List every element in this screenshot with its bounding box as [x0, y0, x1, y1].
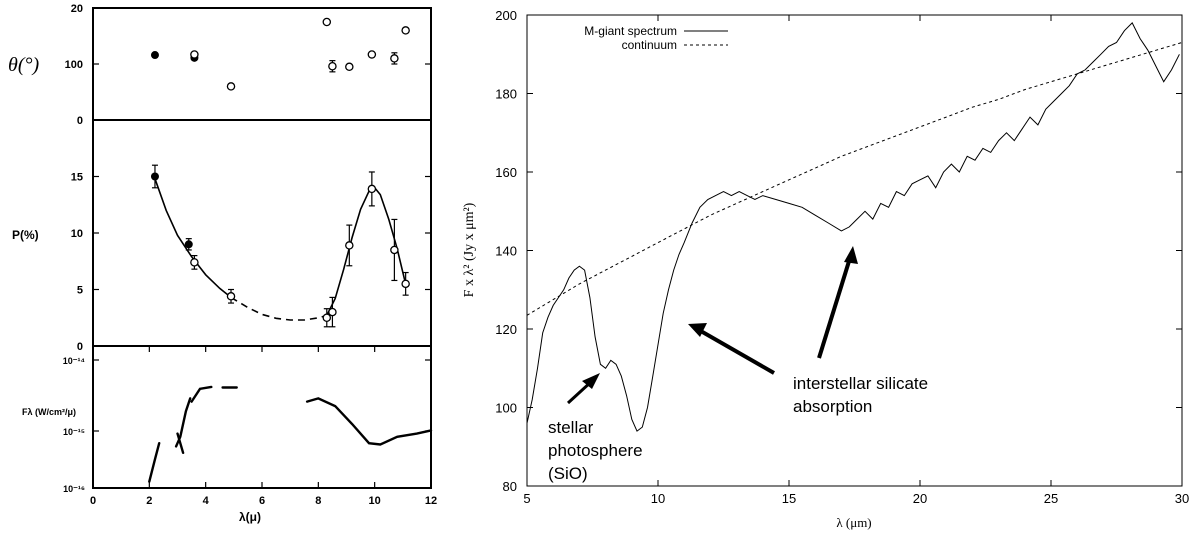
left-xtick-label-4: 8 — [315, 495, 321, 507]
left-xtick-label-6: 12 — [425, 495, 437, 507]
left-x-ticks: 0 2 4 6 8 10 12 — [90, 346, 437, 507]
left-xtick-label-3: 6 — [259, 495, 265, 507]
right-xtick-label-2: 15 — [782, 491, 796, 506]
annotation-silicate-line1: interstellar silicate — [793, 374, 928, 393]
p-open-point-3 — [328, 307, 337, 317]
p-fit-dashed — [230, 296, 328, 321]
left-frame — [92, 7, 432, 489]
p-fit-solid-left — [154, 178, 232, 299]
annotation-photosphere: stellar photosphere (SiO) — [548, 373, 643, 483]
right-xtick-label-5: 30 — [1175, 491, 1189, 506]
flux-segment-2 — [176, 432, 185, 454]
right-axis-ticks: 5 10 15 20 25 30 80 100 120 140 160 180 200 — [495, 8, 1189, 506]
arrow-silicate-right — [817, 257, 852, 359]
theta-open-point-1 — [226, 82, 236, 91]
flux-segment-3 — [190, 385, 213, 403]
right-y-axis-label: F x λ² (Jy x μm²) — [462, 202, 477, 297]
theta-open-point-2 — [322, 17, 332, 27]
p-open-point-5 — [367, 184, 377, 194]
annotation-silicate: interstellar silicate absorption — [688, 246, 928, 416]
p-ytick-label-0: 15 — [71, 172, 83, 184]
flux-ticks: 10⁻¹⁴ 10⁻¹⁵ 10⁻¹⁶ — [63, 356, 431, 494]
theta-open-point-4 — [345, 62, 354, 72]
theta-open-point-0 — [190, 50, 199, 59]
right-xtick-label-1: 10 — [651, 491, 665, 506]
p-open-point-6 — [390, 245, 399, 255]
legend: M-giant spectrum continuum — [584, 24, 728, 52]
annotation-photosphere-line3: (SiO) — [548, 464, 588, 483]
right-xtick-label-3: 20 — [913, 491, 927, 506]
arrowhead-silicate-left — [688, 323, 707, 337]
left-xtick-label-0: 0 — [90, 495, 96, 507]
theta-open-point-6 — [390, 54, 399, 63]
right-ytick-label-0: 80 — [503, 479, 517, 494]
annotation-photosphere-line1: stellar — [548, 418, 594, 437]
f-ytick-label-1: 10⁻¹⁵ — [63, 427, 85, 437]
flux-curve — [148, 385, 433, 483]
p-ytick-label-3: 0 — [77, 341, 83, 353]
theta-ytick-label-1: 100 — [65, 59, 83, 71]
spectrum-line — [526, 22, 1180, 432]
right-figure: 5 10 15 20 25 30 80 100 120 140 160 180 200 λ (μm) F… — [462, 8, 1189, 530]
right-ytick-label-6: 200 — [495, 8, 517, 23]
theta-open-point-5 — [367, 50, 377, 59]
flux-segment-0 — [148, 442, 161, 483]
theta-ytick-label-0: 20 — [71, 3, 83, 15]
theta-open-point-7 — [401, 26, 410, 35]
theta-ticks: 20 100 0 — [65, 3, 431, 127]
right-ytick-label-3: 140 — [495, 244, 517, 259]
annotation-silicate-line2: absorption — [793, 397, 872, 416]
p-open-point-4 — [345, 241, 354, 250]
arrow-silicate-left — [698, 328, 775, 375]
legend-label-continuum: continuum — [622, 38, 677, 52]
p-open-point-2 — [322, 313, 332, 322]
polarization-fit-curve — [154, 178, 407, 321]
p-open-point-0 — [190, 258, 199, 267]
right-ytick-label-2: 120 — [495, 322, 517, 337]
right-ytick-label-1: 100 — [495, 401, 517, 416]
p-ytick-label-1: 10 — [71, 228, 83, 240]
annotation-photosphere-line2: photosphere — [548, 441, 643, 460]
p-filled-point-1 — [184, 240, 193, 249]
right-ytick-label-4: 160 — [495, 165, 517, 180]
arrowhead-silicate-right — [844, 246, 858, 264]
f-ytick-label-0: 10⁻¹⁴ — [63, 356, 85, 366]
right-series — [526, 22, 1183, 432]
theta-open-point-3 — [328, 61, 337, 71]
flux-segment-1 — [174, 397, 192, 448]
flux-segment-5 — [305, 397, 433, 446]
legend-label-spectrum: M-giant spectrum — [584, 24, 677, 38]
left-xtick-label-5: 10 — [369, 495, 381, 507]
polarization-ticks: 15 10 5 0 — [71, 172, 431, 353]
theta-axis-label: θ(°) — [8, 54, 39, 76]
polarization-points — [150, 164, 410, 328]
flux-axis-label: Fλ (W/cm²/μ) — [22, 407, 76, 417]
p-open-point-1 — [226, 292, 236, 301]
arrowhead-photosphere — [582, 373, 600, 389]
theta-ytick-label-2: 0 — [77, 115, 83, 127]
p-ytick-label-2: 5 — [77, 285, 83, 297]
p-filled-point-0 — [150, 172, 159, 181]
f-ytick-label-2: 10⁻¹⁶ — [63, 484, 85, 494]
right-xtick-label-0: 5 — [523, 491, 530, 506]
right-x-axis-label: λ (μm) — [836, 515, 871, 530]
left-x-axis-label: λ(μ) — [239, 510, 261, 524]
theta-filled-point-0 — [150, 51, 159, 60]
polarization-axis-label: P(%) — [12, 228, 39, 242]
theta-points — [150, 17, 410, 91]
left-xtick-label-1: 2 — [146, 495, 152, 507]
right-ytick-label-5: 180 — [495, 87, 517, 102]
continuum-line — [526, 42, 1183, 316]
p-open-point-7 — [401, 279, 410, 289]
left-xtick-label-2: 4 — [203, 495, 210, 507]
right-xtick-label-4: 25 — [1044, 491, 1058, 506]
